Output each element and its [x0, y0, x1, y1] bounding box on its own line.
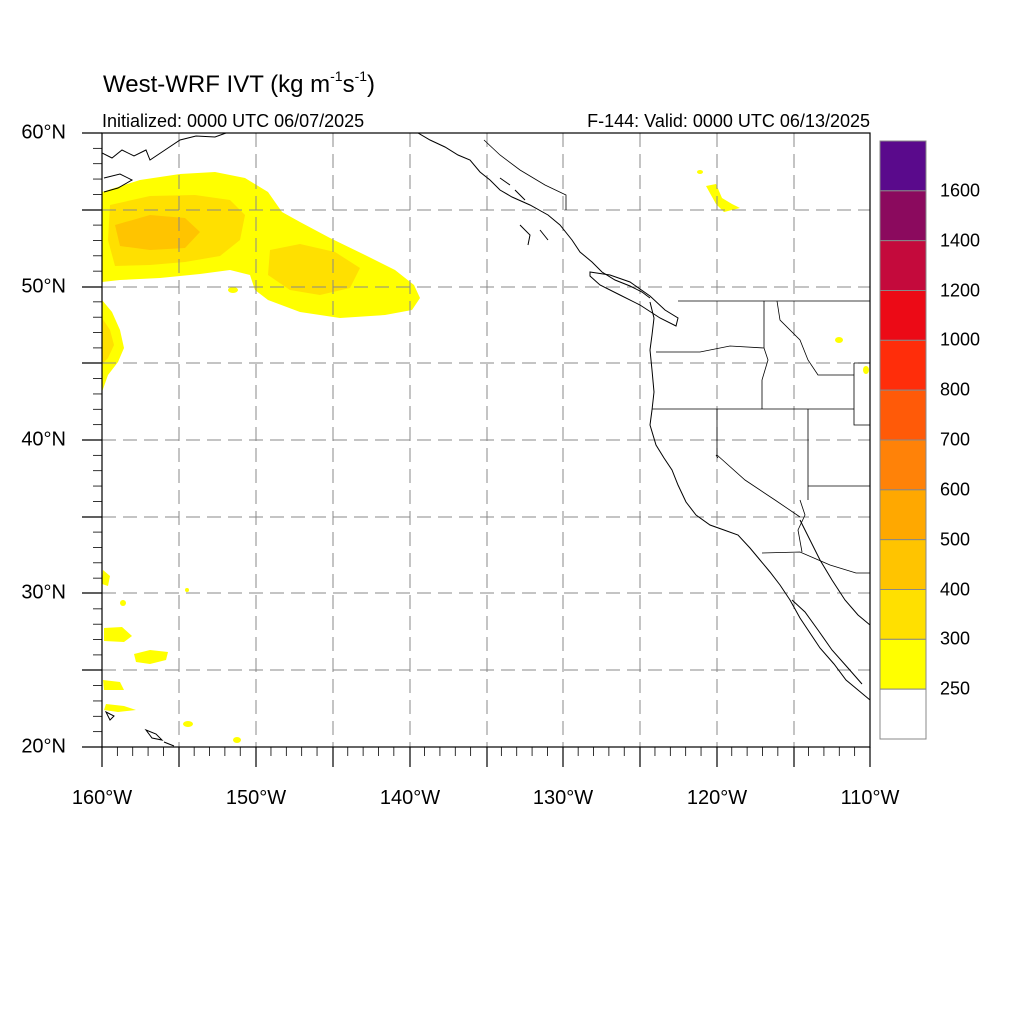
washington-coast [649, 301, 655, 351]
lat-label-20n: 20°N [21, 735, 66, 758]
ivt-small-patch [185, 588, 189, 592]
colorbar-label: 1600 [940, 180, 981, 201]
map-title: West-WRF IVT (kg m-1s-1) [103, 68, 376, 98]
ivt-small-patch [120, 600, 126, 606]
ivt-small-patch [863, 366, 869, 374]
ivt-small-patch [228, 287, 238, 293]
or-id-border [761, 347, 769, 409]
ivt-small-patch [697, 170, 703, 174]
colorbar [879, 140, 927, 740]
oregon-coast [649, 349, 655, 411]
colorbar-swatch [879, 489, 927, 541]
lon-label-130w: 130°W [532, 787, 594, 809]
colorbar-label: 1200 [940, 280, 981, 300]
ivt-south-patch-3 [103, 680, 124, 690]
mexico-border [761, 551, 870, 574]
minor-ticks [93, 147, 856, 756]
alaska-coast [102, 133, 227, 193]
colorbar-swatch [879, 140, 927, 192]
colorbar-label: 1400 [940, 230, 981, 251]
ivt-west-edge-core [102, 318, 114, 364]
ivt-plume-core2 [268, 244, 360, 295]
bc-alaska-border [483, 139, 567, 210]
colorbar-label: 800 [940, 379, 971, 400]
colorbar-swatch [879, 389, 927, 441]
colorbar-label: 1000 [940, 329, 981, 350]
wa-or-border [656, 345, 765, 353]
idaho-east [853, 362, 870, 426]
colorbar-swatch [879, 539, 927, 591]
ivt-small-patch [835, 337, 843, 343]
ivt-shading [102, 170, 869, 743]
pacific-islands [104, 710, 175, 747]
colorbar-label: 700 [940, 429, 971, 450]
colorbar-label: 600 [940, 479, 971, 500]
lon-label-120w: 120°W [686, 787, 748, 809]
lat-label-60n: 60°N [21, 121, 66, 144]
colorbar-swatch [879, 589, 927, 640]
ivt-south-patch-4 [104, 704, 136, 712]
ivt-canada-patch [706, 184, 740, 212]
state-boundaries [483, 139, 870, 574]
ivt-south-patch-5 [102, 570, 110, 586]
ca-nv-border [716, 409, 801, 518]
lat-label-50n: 50°N [21, 275, 66, 298]
lon-label-150w: 150°W [225, 787, 287, 809]
initialized-time: Initialized: 0000 UTC 06/07/2025 [102, 111, 365, 131]
colorbar-label: 250 [940, 678, 971, 699]
colorbar-swatch [879, 638, 927, 690]
ivt-south-patch-2 [134, 650, 168, 664]
lat-label-40n: 40°N [21, 428, 66, 451]
major-ticks [82, 132, 871, 767]
lat-label-30n: 30°N [21, 581, 66, 604]
coastlines [102, 133, 870, 747]
colorbar-swatch [879, 190, 927, 242]
lon-label-140w: 140°W [379, 787, 441, 809]
colorbar-swatch [879, 339, 927, 391]
valid-time: F-144: Valid: 0000 UTC 06/13/2025 [587, 111, 870, 131]
colorbar-swatch [879, 688, 927, 740]
colorbar-label: 400 [940, 579, 971, 599]
colorado-river [797, 499, 806, 553]
lon-label-110w: 110°W [840, 787, 900, 809]
bc-alaska-panhandle [417, 133, 651, 299]
lon-label-160w: 160°W [71, 787, 133, 809]
colorbar-label: 300 [940, 628, 971, 649]
ivt-small-patch [233, 737, 241, 743]
colorbar-swatch [879, 439, 927, 491]
ivt-small-patch [183, 721, 193, 727]
lake-tahoe [715, 454, 719, 459]
alaska-islands [499, 177, 549, 246]
colorbar-label: 500 [940, 529, 971, 550]
id-mt-border [776, 300, 854, 376]
california-coast [649, 409, 870, 701]
ivt-south-patch-1 [104, 627, 132, 642]
vancouver-island [589, 271, 679, 327]
gulf-of-california [791, 519, 870, 685]
colorbar-swatch [879, 290, 927, 341]
colorbar-swatch [879, 240, 927, 292]
